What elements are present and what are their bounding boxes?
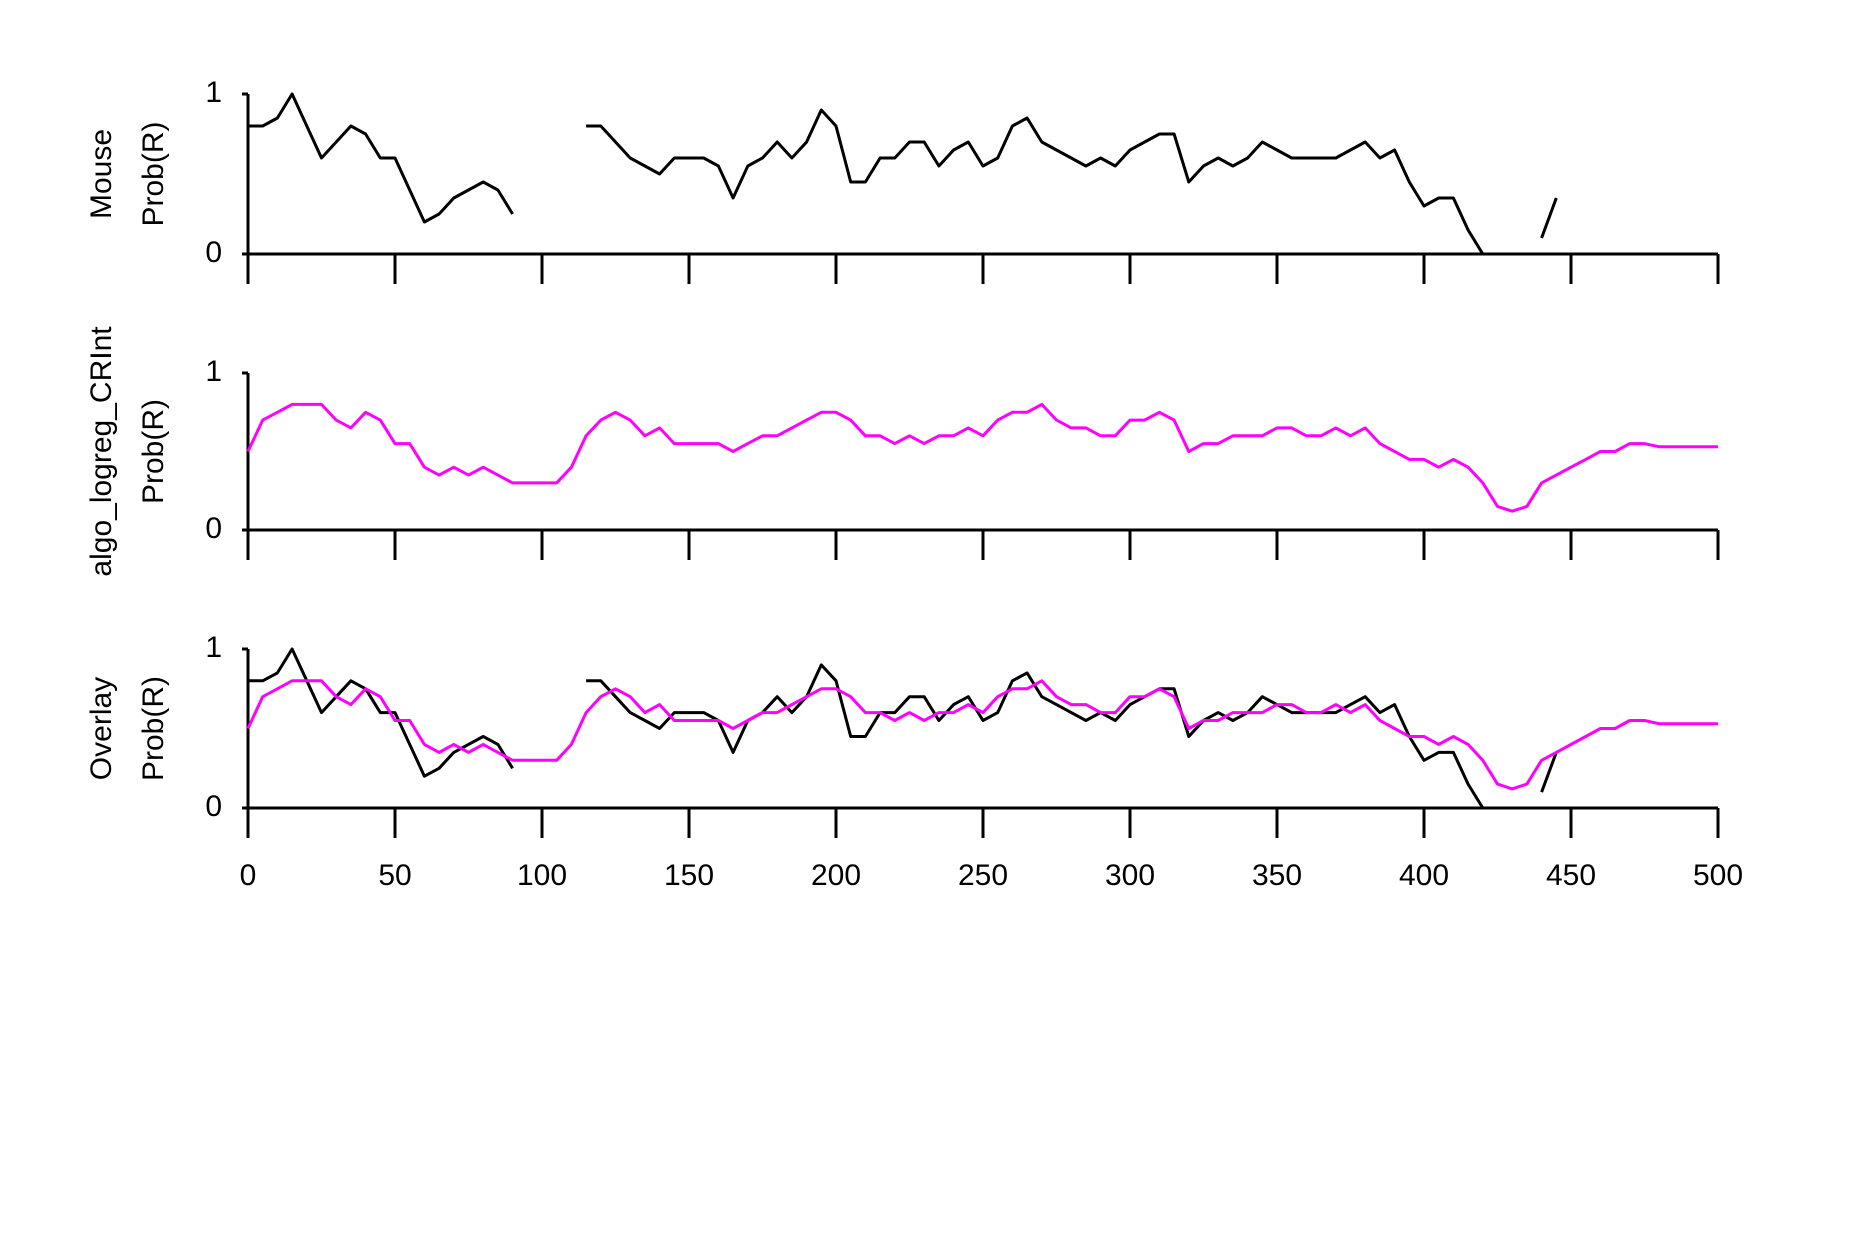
y-tick-label: 1 (205, 76, 222, 109)
y-tick-label: 0 (205, 512, 222, 545)
x-tick-label: 400 (1399, 859, 1449, 892)
x-tick-label: 300 (1105, 859, 1155, 892)
data-line (248, 92, 1558, 256)
data-line (246, 402, 1718, 513)
y-axis-label: Overlay (85, 677, 118, 780)
y-axis-label: Prob(R) (137, 676, 170, 781)
x-tick-label: 450 (1546, 859, 1596, 892)
x-tick-label: 0 (240, 859, 257, 892)
y-tick-label: 1 (205, 355, 222, 388)
y-axis-label: Mouse (85, 129, 118, 219)
data-line (246, 679, 1718, 791)
x-tick-label: 500 (1693, 859, 1743, 892)
x-tick-label: 250 (958, 859, 1008, 892)
y-tick-label: 1 (205, 631, 222, 664)
x-tick-label: 100 (517, 859, 567, 892)
x-tick-label: 350 (1252, 859, 1302, 892)
y-axis-label: Prob(R) (137, 121, 170, 226)
x-tick-label: 150 (664, 859, 714, 892)
y-axis-label: Prob(R) (137, 399, 170, 504)
y-tick-label: 0 (205, 236, 222, 269)
y-tick-label: 0 (205, 790, 222, 823)
x-tick-label: 50 (378, 859, 411, 892)
y-axis-label: algo_logreg_CRInt (85, 326, 118, 577)
x-tick-label: 200 (811, 859, 861, 892)
data-line (248, 647, 1558, 810)
